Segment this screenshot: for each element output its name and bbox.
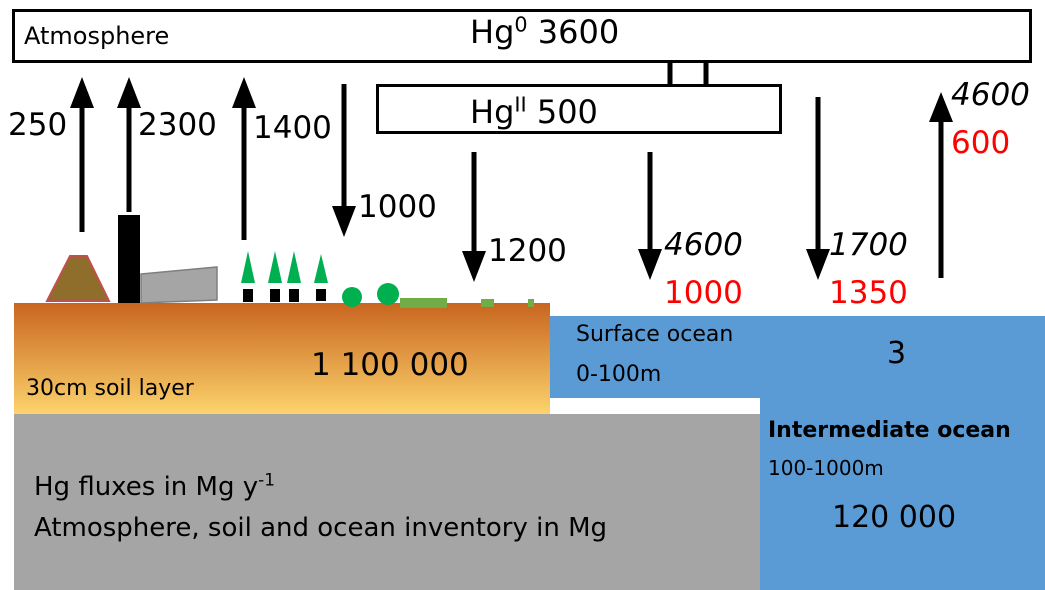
hg0-land-deposition-arrow <box>332 84 356 237</box>
atmosphere-box <box>12 9 1032 63</box>
grass-patch-icon <box>528 299 534 307</box>
flux-units-text: Hg fluxes in Mg y <box>34 472 259 502</box>
shrub-icon <box>377 283 399 305</box>
hg0-inventory: Hg0 3600 <box>470 12 620 51</box>
hgII-oxidation-state: II <box>514 92 527 117</box>
volcano-emission-arrow <box>70 77 94 232</box>
hgII-box <box>376 84 782 134</box>
surface-ocean-region <box>550 316 1045 398</box>
inventory-units-note: Atmosphere, soil and ocean inventory in … <box>34 513 608 543</box>
factory-building-icon <box>140 266 218 304</box>
surface-ocean-name: Surface ocean <box>576 322 734 347</box>
volcano-icon <box>45 255 111 302</box>
tree-trunk-icon <box>243 289 253 302</box>
intermediate-ocean-region <box>760 390 1045 590</box>
hgII-ocean-deposition-value-alt: 1000 <box>664 275 743 311</box>
trees-icon <box>241 251 328 302</box>
tree-icon <box>287 251 301 283</box>
intermediate-ocean-inventory: 120 000 <box>832 500 957 535</box>
flux-units-note: Hg fluxes in Mg y-1 <box>34 471 275 502</box>
tree-trunk-icon <box>289 289 299 302</box>
intermediate-ocean-depth: 100-1000m <box>768 456 884 480</box>
shrub-icon <box>342 287 362 307</box>
grass-icon <box>400 298 534 308</box>
smokestack-icon <box>118 215 140 303</box>
hg0-value: 3600 <box>537 13 620 51</box>
soil-layer-region <box>14 303 550 414</box>
hgII-land-deposition-value: 1200 <box>488 233 567 269</box>
intermediate-ocean-name: Intermediate ocean <box>768 418 1011 443</box>
bedrock-region <box>14 414 774 590</box>
hg0-land-deposition-value: 1000 <box>358 189 437 225</box>
grass-patch-icon <box>481 299 494 307</box>
hg0-oxidation-state: 0 <box>514 12 528 37</box>
tree-trunk-icon <box>316 289 326 301</box>
hgII-symbol: Hg <box>470 93 515 131</box>
atmosphere-label: Atmosphere <box>24 22 170 50</box>
tree-icon <box>241 251 255 283</box>
grass-patch-icon <box>400 298 447 308</box>
surface-ocean-inventory: 3 <box>887 336 907 371</box>
tree-icon <box>314 254 328 283</box>
vegetation-emission-arrow <box>232 77 256 240</box>
tree-trunk-icon <box>270 289 280 302</box>
hg0-ocean-deposition-value-alt: 1350 <box>829 275 908 311</box>
hgII-ocean-deposition-value: 4600 <box>664 227 743 263</box>
soil-layer-label: 30cm soil layer <box>26 376 194 401</box>
surface-ocean-depth: 0-100m <box>576 362 662 387</box>
hgII-ocean-deposition-arrow <box>638 152 662 280</box>
ocean-evasion-arrow <box>929 92 953 278</box>
flux-units-exponent: -1 <box>258 469 275 490</box>
hg0-ocean-deposition-arrow <box>806 97 830 280</box>
anthropogenic-flux-value: 2300 <box>138 107 217 143</box>
hgII-inventory: HgII 500 <box>470 92 598 131</box>
ocean-evasion-value-alt: 600 <box>951 125 1011 161</box>
hgII-land-deposition-arrow <box>462 152 486 282</box>
soil-inventory-value: 1 100 000 <box>311 347 469 383</box>
hg0-ocean-deposition-value: 1700 <box>829 227 908 263</box>
vegetation-flux-value: 1400 <box>253 110 332 146</box>
tree-icon <box>268 251 282 283</box>
shrubs-icon <box>342 283 399 307</box>
hgII-value: 500 <box>536 93 598 131</box>
ocean-evasion-value: 4600 <box>951 77 1030 113</box>
volcano-flux-value: 250 <box>8 107 68 143</box>
hg0-symbol: Hg <box>470 13 515 51</box>
anthropogenic-emission-arrow <box>117 77 141 212</box>
